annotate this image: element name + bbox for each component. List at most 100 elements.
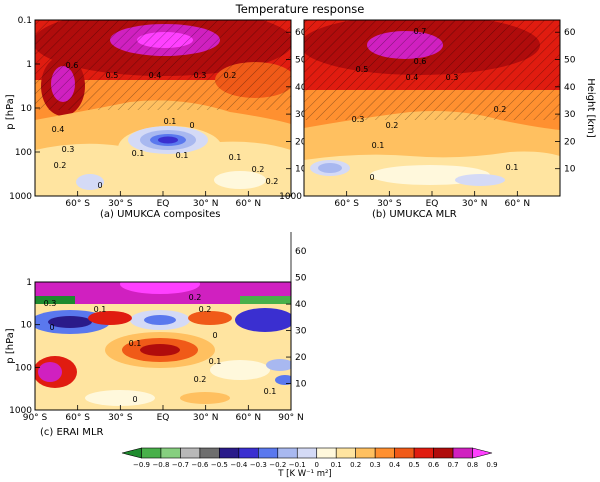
colorbar-tick-label: 0.2 xyxy=(350,461,361,469)
contour-label: 0 xyxy=(369,173,374,182)
colorbar-tick-label: 0 xyxy=(315,461,319,469)
x-tick-label: EQ xyxy=(157,413,170,423)
colorbar-swatch xyxy=(335,447,356,459)
y2-tick-label: 30 xyxy=(564,110,576,120)
y-tick-label: 1000 xyxy=(279,192,302,202)
contour-label: 0.5 xyxy=(356,65,369,74)
y-tick-label: 100 xyxy=(15,363,32,373)
y2-tick-label: 10 xyxy=(295,380,307,390)
colorbar-swatch xyxy=(452,447,473,459)
x-tick-label: 60° S xyxy=(65,199,90,209)
colorbar-tick-label: 0.9 xyxy=(486,461,497,469)
x-tick-label: 30° S xyxy=(377,199,402,209)
y2-tick-label: 30 xyxy=(295,327,307,337)
colorbar-swatch xyxy=(472,447,493,459)
colorbar-swatch xyxy=(433,447,454,459)
y2-tick-label: 50 xyxy=(564,56,576,66)
colorbar-tick-label: −0.2 xyxy=(269,461,286,469)
panel-c: 0.30.20.100.100.20.10.200.1 90° S 60° S 30… xyxy=(5,232,307,438)
colorbar-swatch xyxy=(413,447,434,459)
contour-label: 0.1 xyxy=(372,141,385,150)
contour-label: 0.6 xyxy=(414,57,427,66)
colorbar-tick-label: 0.5 xyxy=(409,461,420,469)
panel-c-field xyxy=(35,282,291,410)
colorbar-tick-label: 0.6 xyxy=(428,461,440,469)
contour-label: 0 xyxy=(97,181,102,190)
colorbar-swatch xyxy=(180,447,201,459)
contour-label: 0.3 xyxy=(352,115,365,124)
contour-label: 0.1 xyxy=(164,117,177,126)
figure-title: Temperature response xyxy=(235,2,365,16)
y2-tick-label: 50 xyxy=(295,274,307,284)
panel-a-ylabel: p [hPa] xyxy=(5,94,16,129)
contour-label: 0 xyxy=(49,323,54,332)
colorbar-swatch xyxy=(199,447,220,459)
panel-a-field xyxy=(35,20,291,196)
contour-label: 0.4 xyxy=(149,71,162,80)
y2-tick-label: 40 xyxy=(564,83,576,93)
x-tick-label: 60° N xyxy=(505,199,531,209)
colorbar-swatch xyxy=(219,447,240,459)
colorbar-tick-label: 0.8 xyxy=(467,461,478,469)
panel-c-ylabel: p [hPa] xyxy=(5,328,16,363)
y-tick-label: 1000 xyxy=(9,406,32,416)
contour-label: 0.4 xyxy=(52,125,65,134)
contour-label: 0.2 xyxy=(224,71,237,80)
contour-label: 0.2 xyxy=(266,177,279,186)
y2-tick-label: 20 xyxy=(295,353,307,363)
contour-label: 0.5 xyxy=(106,71,119,80)
colorbar-swatch xyxy=(296,447,318,459)
contour-label: 0.3 xyxy=(446,73,459,82)
panel-b-y2label: Height [km] xyxy=(585,78,596,138)
y2-tick-label: 10 xyxy=(564,165,576,175)
contour-label: 0.1 xyxy=(94,305,107,314)
contour-label: 0.1 xyxy=(129,339,142,348)
panel-c-label: (c) ERAI MLR xyxy=(40,427,104,438)
colorbar-tick-label: 0.1 xyxy=(331,461,342,469)
x-tick-label: 30° S xyxy=(108,199,133,209)
colorbar-swatch xyxy=(277,447,298,459)
contour-label: 0.1 xyxy=(132,149,145,158)
panel-a: 0.6 0.5 0.4 0.3 0.2 0.4 0.3 0.2 0.1 0 0.1 0.1 0.2 0 0.… xyxy=(5,16,307,220)
y-tick-label: 0.1 xyxy=(18,16,32,26)
y-tick-label: 1 xyxy=(26,278,32,288)
x-tick-label: 30° S xyxy=(108,413,133,423)
colorbar-swatch xyxy=(355,447,376,459)
panel-b-contour-labels: 0.7 0.6 0.5 0.4 0.3 0.3 0.2 0.1 0 0.2 0.1 xyxy=(352,27,519,182)
y2-tick-label: 60 xyxy=(295,247,307,257)
panel-b-field xyxy=(304,20,560,196)
colorbar-tick-label: −0.7 xyxy=(172,461,189,469)
y-tick-label: 1000 xyxy=(9,192,32,202)
colorbar-swatch xyxy=(121,447,142,459)
panel-c-contour-labels: 0.30.20.100.100.20.10.200.1 xyxy=(44,293,277,404)
colorbar-swatch xyxy=(316,447,337,459)
colorbar-tick-label: 0.3 xyxy=(370,461,381,469)
contour-label: 0.2 xyxy=(252,165,265,174)
panel-b: 0.7 0.6 0.5 0.4 0.3 0.3 0.2 0.1 0 0.2 0.1 60° S 30°… xyxy=(279,19,596,220)
x-tick-label: 60° S xyxy=(334,199,359,209)
y-tick-label: 10 xyxy=(21,104,33,114)
contour-label: 0.2 xyxy=(199,305,212,314)
y2-tick-label: 20 xyxy=(295,137,307,147)
panel-a-contour-labels: 0.6 0.5 0.4 0.3 0.2 0.4 0.3 0.2 0.1 0 0.1 0.1 0.2 0 0.… xyxy=(52,61,279,190)
x-tick-label: 60° N xyxy=(236,199,262,209)
panel-b-label: (b) UMUKCA MLR xyxy=(372,209,457,220)
colorbar-tick-label: −0.4 xyxy=(230,461,248,469)
panel-b-axes: 60° S 30° S EQ 30° N 60° N 1000 10 20 30 40 50 60 xyxy=(279,28,576,209)
y-tick-label: 100 xyxy=(15,148,32,158)
colorbar-tick-label: −0.6 xyxy=(191,461,209,469)
y2-tick-label: 20 xyxy=(564,137,576,147)
contour-label: 0.2 xyxy=(194,375,207,384)
contour-label: 0.7 xyxy=(414,27,427,36)
y-tick-label: 10 xyxy=(21,321,33,331)
x-tick-label: 90° S xyxy=(23,413,48,423)
contour-label: 0.1 xyxy=(209,357,222,366)
y-tick-label: 1 xyxy=(26,60,32,70)
colorbar-label: T [K W⁻¹ m²] xyxy=(277,469,332,479)
contour-label: 0 xyxy=(212,331,217,340)
colorbar-tick-label: −0.9 xyxy=(133,461,150,469)
y2-tick-label: 50 xyxy=(295,56,307,66)
colorbar-swatch xyxy=(160,447,181,459)
panel-c-axes: 90° S 60° S 30° S EQ 30° N 60° N 90° N11010010… xyxy=(9,232,307,423)
contour-label: 0.3 xyxy=(44,299,57,308)
